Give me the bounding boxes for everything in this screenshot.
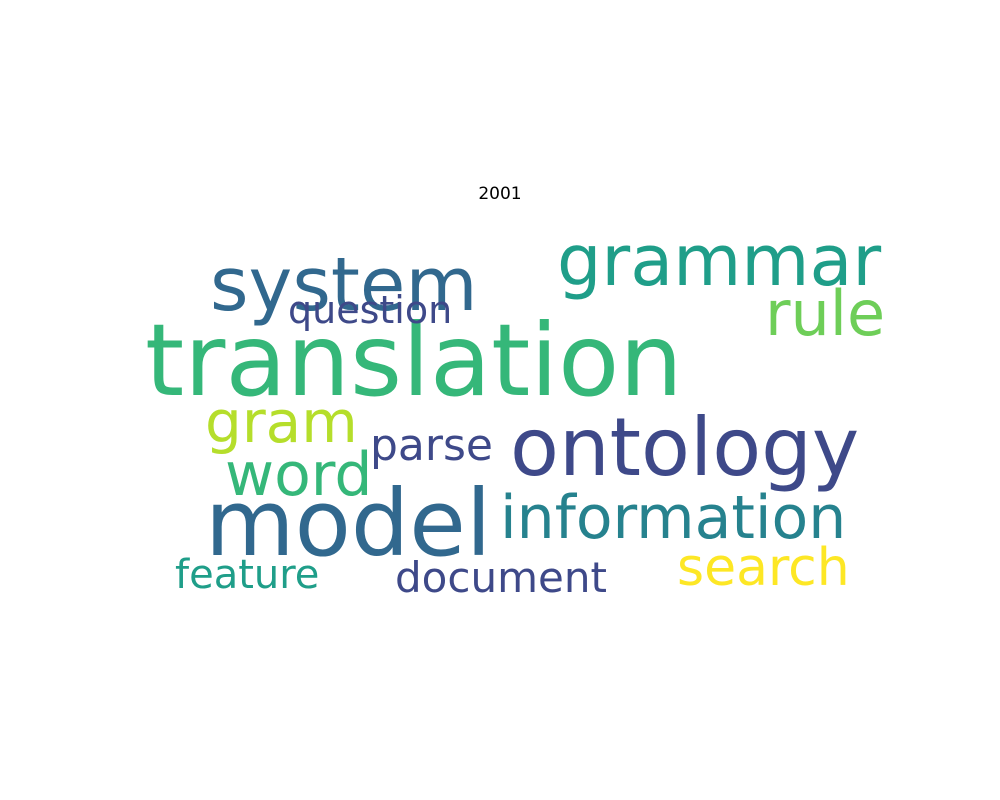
word-cloud: translation model ontology system gramma… [145, 220, 885, 600]
word-document: document [395, 553, 607, 600]
word-rule: rule [765, 277, 885, 350]
word-word: word [225, 440, 372, 510]
word-feature: feature [175, 552, 319, 598]
word-translation: translation [145, 302, 683, 419]
word-search: search [677, 538, 850, 598]
word-gram: gram [205, 388, 358, 456]
word-ontology: ontology [510, 401, 859, 494]
word-system: system [210, 242, 478, 328]
word-grammar: grammar [557, 220, 881, 302]
word-question: question [288, 288, 452, 332]
word-information: information [500, 483, 846, 553]
chart-title: 2001 [478, 184, 522, 204]
word-parse: parse [370, 420, 493, 471]
word-model: model [205, 470, 491, 577]
